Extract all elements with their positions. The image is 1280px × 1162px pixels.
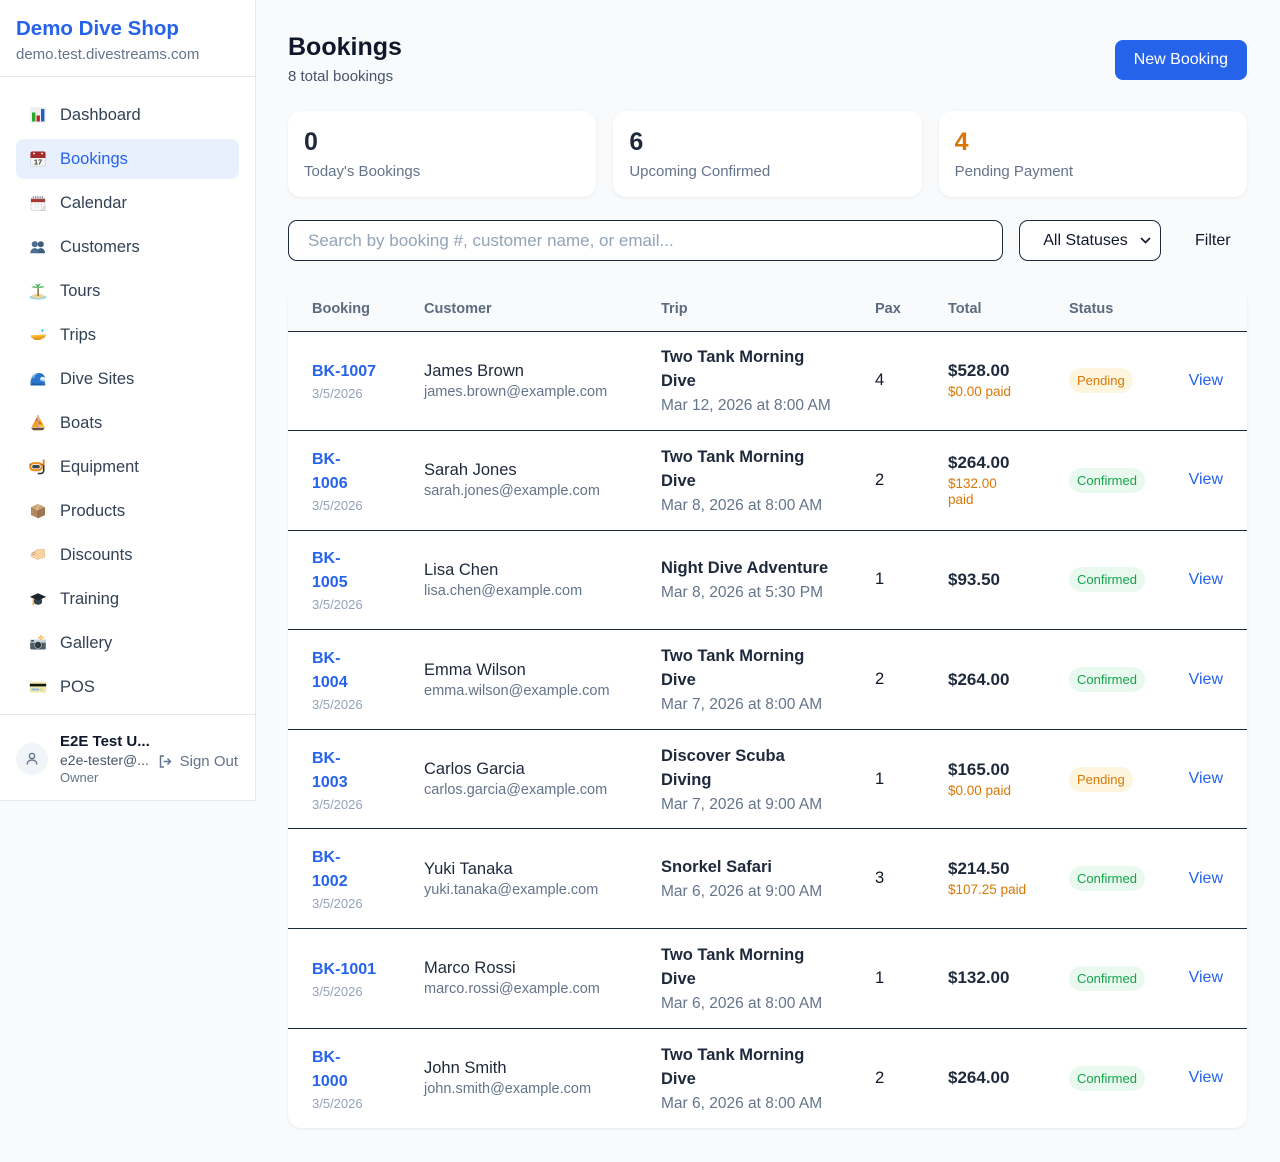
svg-text:17: 17 (34, 158, 42, 167)
